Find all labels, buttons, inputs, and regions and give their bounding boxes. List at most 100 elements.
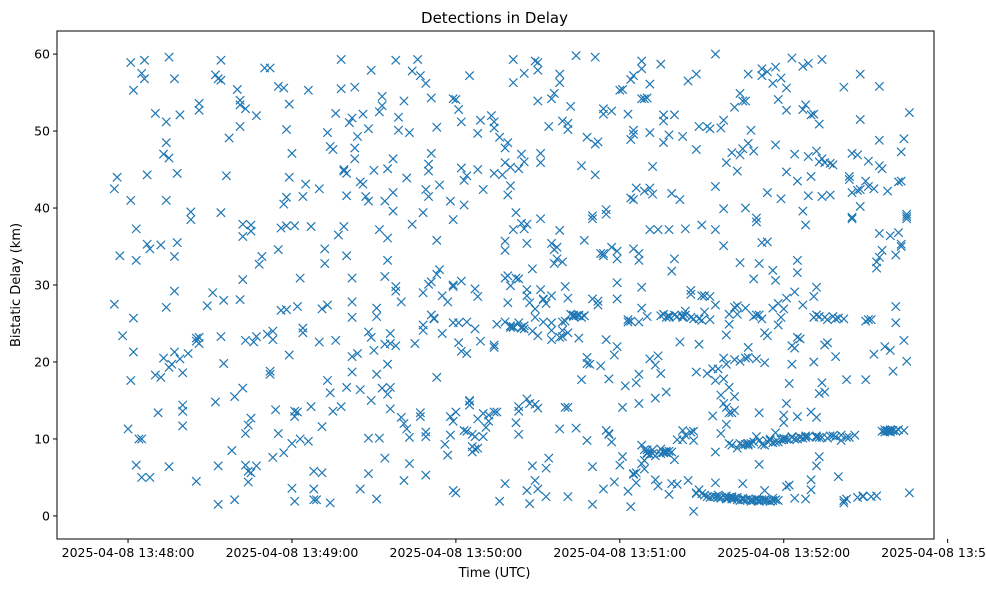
data-point [505, 322, 516, 332]
data-point [139, 74, 150, 84]
data-point [336, 54, 346, 65]
data-point [459, 200, 469, 210]
data-point [855, 184, 865, 195]
data-point [320, 258, 330, 269]
data-point [751, 213, 762, 223]
data-point [623, 486, 633, 496]
y-tick-label: 30 [34, 278, 50, 293]
data-point [344, 117, 354, 128]
data-point [623, 109, 633, 119]
data-point [535, 157, 546, 168]
data-point [169, 347, 180, 357]
data-point [650, 360, 660, 370]
data-point [563, 328, 573, 338]
data-point [781, 398, 792, 409]
data-point [831, 314, 841, 324]
data-point [721, 157, 731, 168]
data-point [555, 77, 565, 88]
data-point [309, 495, 319, 505]
data-point [224, 133, 234, 143]
data-point [546, 238, 557, 249]
data-point [238, 231, 248, 242]
data-point [169, 251, 180, 262]
data-point [276, 223, 286, 233]
data-point [423, 166, 434, 176]
data-point [658, 116, 669, 126]
data-point [781, 482, 792, 492]
data-point [128, 85, 139, 95]
data-point [453, 318, 464, 328]
data-point [593, 296, 603, 306]
data-point [317, 421, 327, 432]
data-point [790, 434, 800, 444]
data-point [432, 122, 442, 132]
data-point [686, 427, 696, 437]
data-point [232, 84, 242, 95]
data-point [366, 395, 376, 406]
data-point [729, 102, 740, 112]
data-point [298, 328, 308, 338]
data-point [647, 445, 658, 455]
data-point [303, 85, 313, 95]
data-point [571, 311, 581, 321]
data-point [820, 387, 830, 397]
data-point [489, 407, 499, 417]
data-point [861, 375, 871, 385]
data-point [505, 321, 516, 331]
data-point [749, 274, 759, 284]
data-point [505, 181, 516, 191]
data-point [699, 307, 710, 317]
data-point [563, 118, 573, 128]
data-point [126, 57, 136, 68]
data-point [694, 314, 704, 324]
data-point [235, 100, 245, 110]
data-point [576, 375, 587, 385]
data-point [347, 113, 357, 123]
data-point [817, 378, 827, 388]
data-point [612, 246, 622, 256]
data-point [891, 318, 901, 328]
data-point [153, 408, 163, 418]
y-tick-label: 10 [34, 431, 50, 446]
data-point [484, 416, 494, 426]
data-point [811, 146, 822, 156]
data-point [617, 402, 628, 413]
data-point [306, 401, 316, 412]
data-point [710, 375, 721, 386]
data-point [675, 194, 685, 205]
data-point [781, 105, 792, 115]
data-point [746, 125, 756, 135]
data-point [872, 491, 882, 501]
data-point [844, 432, 854, 443]
data-point [421, 427, 431, 437]
data-point [650, 451, 660, 461]
data-point [560, 316, 570, 326]
data-point [533, 65, 543, 75]
data-point [448, 280, 458, 290]
data-point [374, 107, 385, 117]
data-point [519, 68, 529, 78]
data-point [489, 340, 499, 350]
data-point [347, 297, 357, 307]
data-point [716, 390, 726, 400]
data-point [213, 461, 223, 471]
data-point [598, 248, 609, 259]
data-point [372, 494, 382, 504]
data-point [781, 293, 792, 303]
data-point [587, 462, 598, 472]
data-point [612, 341, 622, 352]
data-point [743, 438, 753, 449]
data-point [221, 171, 232, 181]
data-point [743, 69, 753, 79]
data-point [841, 494, 852, 504]
data-point [358, 109, 368, 119]
data-point [686, 312, 696, 322]
data-point [790, 343, 800, 353]
data-point [328, 144, 338, 155]
data-point [341, 191, 352, 201]
data-point [519, 157, 529, 167]
data-point [164, 52, 174, 62]
data-point [817, 54, 827, 65]
data-point [426, 148, 436, 159]
data-point [385, 404, 395, 414]
